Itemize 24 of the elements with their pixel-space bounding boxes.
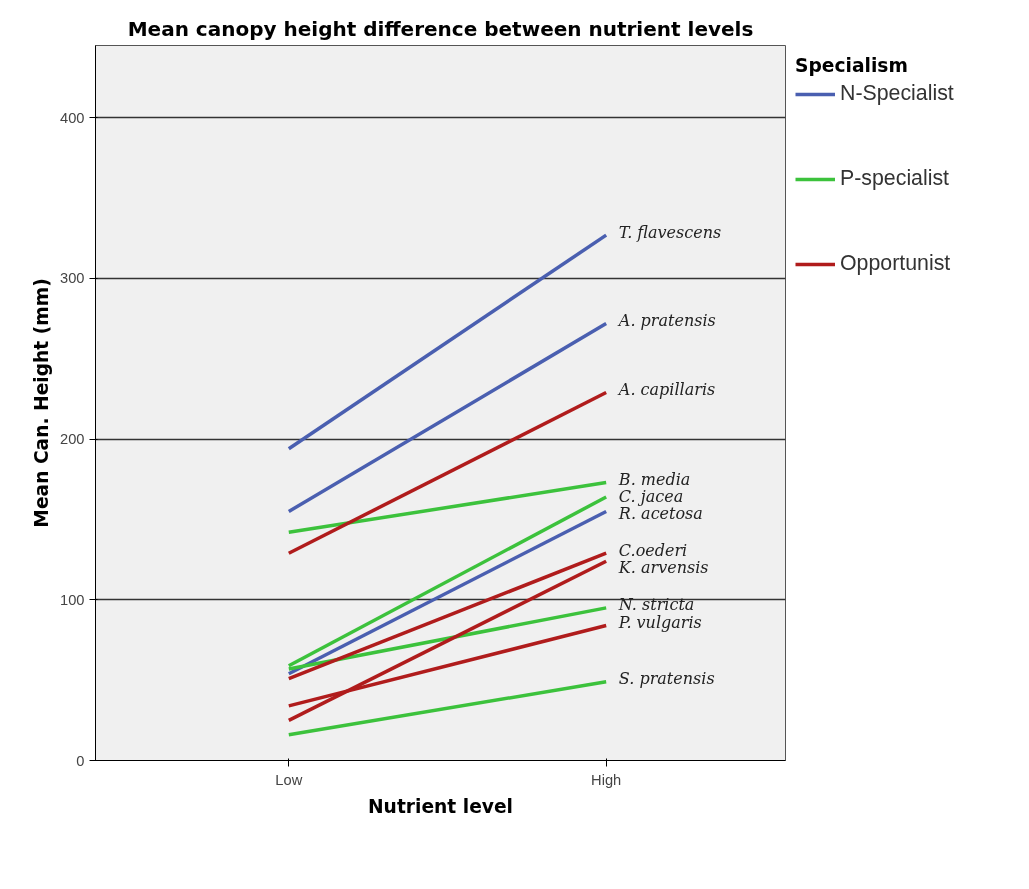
annotation: S. pratensis [618, 669, 715, 689]
y-tick-label: 100 [60, 591, 85, 608]
y-tick-label: 400 [60, 109, 85, 126]
annotation: K. arvensis [617, 557, 709, 577]
y-tick-label: 300 [60, 270, 85, 287]
annotation: P. vulgaris [617, 613, 702, 633]
legend-title: Specialism [795, 55, 909, 76]
y-tick-label: 0 [76, 752, 85, 769]
y-tick-label: 200 [60, 431, 85, 448]
chart-title: Mean canopy height difference between nutrient levels [127, 16, 754, 41]
x-axis-title: Nutrient level [367, 795, 514, 817]
annotation: T. flavescens [618, 222, 722, 242]
x-tick-label: High [591, 771, 622, 788]
x-tick-label: Low [275, 771, 303, 788]
legend-label: P-specialist [840, 166, 950, 191]
annotation: A. capillaris [616, 380, 716, 400]
y-axis-title: Mean Can. Height (mm) [31, 278, 53, 528]
annotation: A. pratensis [616, 310, 716, 330]
annotation: C. jacea [618, 487, 684, 507]
annotation: N. stricta [617, 595, 695, 615]
legend-label: Opportunist [840, 251, 951, 276]
legend-label: N-Specialist [840, 81, 954, 106]
annotation: C.oederi [618, 540, 688, 560]
annotation: B. media [617, 470, 691, 490]
